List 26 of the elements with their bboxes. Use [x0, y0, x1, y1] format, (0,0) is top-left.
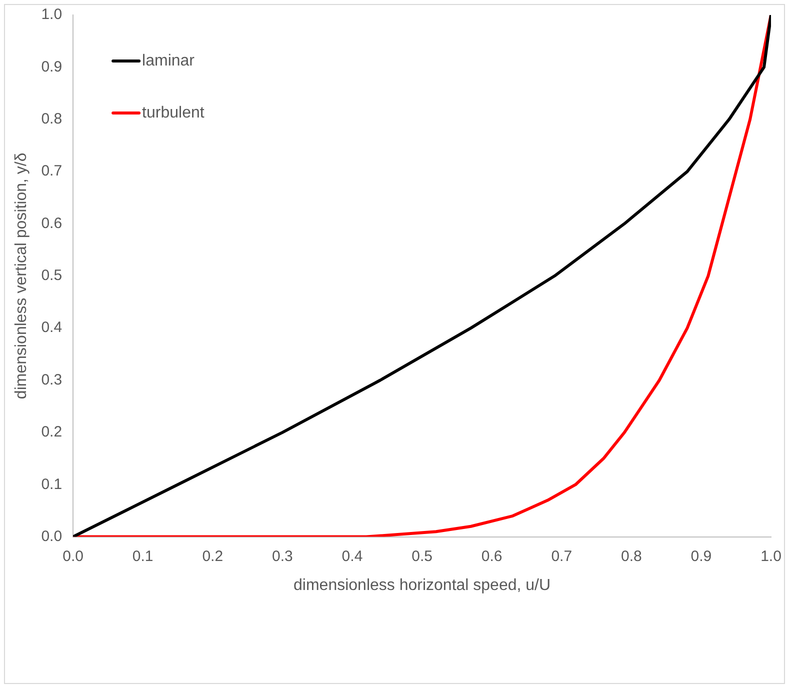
legend-label: laminar — [142, 52, 196, 70]
x-tick-label: 0.1 — [132, 548, 154, 565]
legend-label: turbulent — [142, 104, 205, 122]
y-tick-label: 0.9 — [41, 58, 62, 76]
y-tick-label: 0.0 — [41, 528, 62, 545]
x-tick-label: 0.3 — [272, 548, 293, 565]
x-tick-label: 0.5 — [412, 548, 432, 565]
y-tick-label: 0.2 — [41, 424, 62, 441]
x-tick-label: 0.6 — [481, 548, 502, 565]
x-tick-label: 0.7 — [551, 548, 572, 565]
y-tick-label: 0.7 — [41, 162, 62, 180]
y-tick-label: 0.1 — [41, 476, 62, 493]
x-tick-label: 1.0 — [760, 548, 782, 565]
x-tick-label: 0.9 — [690, 548, 712, 565]
y-tick-label: 0.8 — [41, 110, 62, 128]
x-tick-label: 0.4 — [342, 548, 363, 565]
x-tick-label: 0.0 — [62, 548, 84, 565]
x-tick-label: 0.2 — [202, 548, 224, 565]
y-tick-label: 0.6 — [41, 214, 62, 232]
y-tick-label: 0.5 — [41, 267, 62, 284]
x-axis-title: dimensionless horizontal speed, u/U — [294, 576, 551, 594]
y-tick-label: 1.0 — [41, 6, 62, 24]
y-tick-label: 0.4 — [41, 319, 62, 336]
y-tick-label: 0.3 — [41, 371, 62, 388]
x-tick-label: 0.8 — [620, 548, 642, 565]
y-axis-title: dimensionless vertical position, y/δ — [13, 152, 30, 400]
